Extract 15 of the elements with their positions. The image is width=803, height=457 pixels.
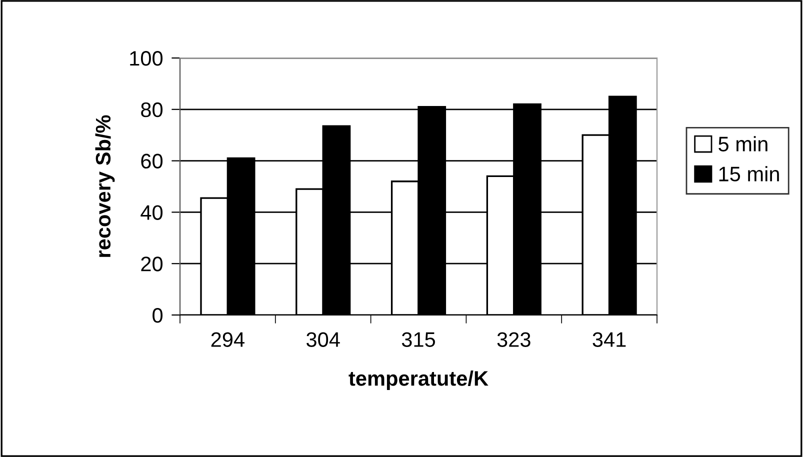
legend-label: 15 min bbox=[719, 166, 779, 182]
y-tick-label: 60 bbox=[141, 154, 163, 169]
y-tick-label: 0 bbox=[152, 308, 163, 323]
y-axis-title: recovery Sb/% bbox=[95, 115, 115, 257]
x-axis-title: temperatute/K bbox=[348, 370, 488, 390]
x-tick-label: 294 bbox=[211, 332, 244, 347]
legend-label: 5 min bbox=[718, 136, 768, 152]
x-tick-label: 323 bbox=[497, 332, 530, 347]
y-tick-label: 100 bbox=[130, 51, 163, 66]
y-tick-label: 80 bbox=[141, 102, 163, 118]
x-tick-label: 341 bbox=[592, 332, 626, 347]
y-tick-label: 40 bbox=[140, 205, 163, 220]
x-tick-label: 304 bbox=[306, 332, 340, 347]
y-tick-label: 20 bbox=[141, 256, 163, 272]
x-tick-label: 315 bbox=[402, 332, 436, 347]
